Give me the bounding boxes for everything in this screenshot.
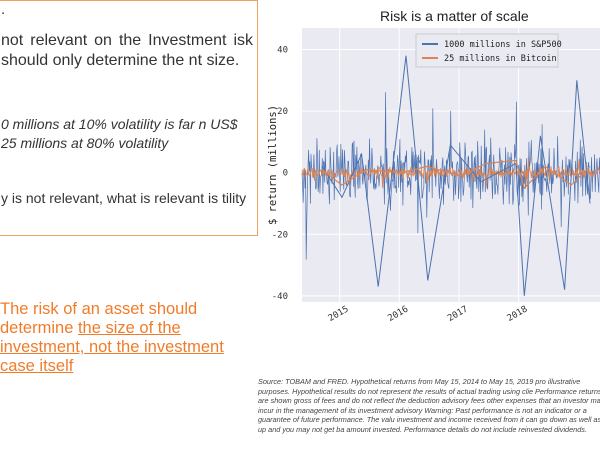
series-line-bitcoin xyxy=(321,159,591,190)
legend-box xyxy=(415,33,559,68)
legend: 1000 millions in S&P500 25 millions in B… xyxy=(415,33,562,68)
x-tick-labels: 2015 2016 2017 2018 xyxy=(327,305,530,325)
noise-bitcoin xyxy=(301,157,600,189)
series-line-sp500 xyxy=(321,55,591,296)
y-tick-label: 40 xyxy=(277,46,288,56)
chart-title: Risk is a matter of scale xyxy=(380,8,529,24)
risk-chart: 40 20 0 -20 -40 2015 2016 2017 2018 $ return (m… xyxy=(267,28,600,325)
key-claim: The risk of an asset should determine th… xyxy=(0,300,250,376)
key-claim-underlined: the size of the investment, not the inve… xyxy=(0,319,224,375)
legend-label-sp500: 1000 millions in S&P500 xyxy=(444,40,562,50)
source-disclaimer: Source: TOBAM and FRED. Hypothetical ret… xyxy=(258,377,600,434)
y-tick-labels: 40 20 0 -20 -40 xyxy=(272,46,288,302)
y-axis-label: $ return (millions) xyxy=(267,105,279,225)
x-tick-label: 2015 xyxy=(327,305,351,325)
x-tick-label: 2016 xyxy=(386,305,410,325)
legend-label-bitcoin: 25 millions in Bitcoin xyxy=(444,54,557,64)
box-line-1: . xyxy=(1,1,6,18)
box-line-2: not relevant on the Investment isk shoul… xyxy=(1,32,253,69)
box-line-3: 0 millions at 10% volatility is far n US… xyxy=(1,116,238,151)
series-noise xyxy=(301,92,600,260)
info-box: . not relevant on the Investment isk sho… xyxy=(0,0,258,236)
y-tick-label: -40 xyxy=(272,292,288,302)
x-tick-label: 2018 xyxy=(506,305,530,325)
y-tick-label: 0 xyxy=(283,169,288,179)
box-line-4: y is not relevant, what is relevant is t… xyxy=(1,190,247,206)
plot-area xyxy=(302,28,600,302)
y-tick-label: -20 xyxy=(272,230,288,240)
x-tick-label: 2017 xyxy=(446,305,470,325)
y-tick-label: 20 xyxy=(277,107,288,117)
noise-sp500 xyxy=(301,92,600,260)
key-claim-text: The risk of an asset should determine xyxy=(0,300,198,337)
